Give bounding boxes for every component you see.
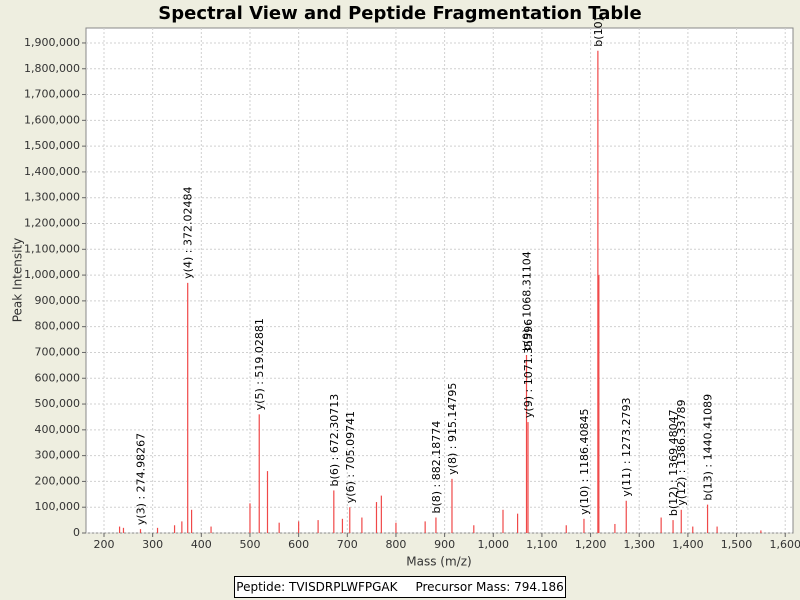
y-tick-label: 1,600,000 <box>24 113 80 126</box>
y-tick-label: 400,000 <box>35 423 81 436</box>
y-tick-label: 200,000 <box>35 474 81 487</box>
y-tick-label: 500,000 <box>35 397 81 410</box>
y-axis-label: Peak Intensity <box>11 238 25 323</box>
y-tick-label: 1,700,000 <box>24 88 80 101</box>
x-tick-label: 800 <box>385 538 406 551</box>
peptide: Peptide: TVISDRPLWFPGAK <box>236 580 398 594</box>
x-tick-label: 1,600 <box>769 538 800 551</box>
y-tick-label: 1,900,000 <box>24 36 80 49</box>
y-tick-label: 1,300,000 <box>24 191 80 204</box>
x-tick-label: 1,100 <box>526 538 558 551</box>
y-tick-label: 800,000 <box>35 320 81 333</box>
peak-label: b(13) : 1440.41089 <box>702 394 715 501</box>
peak-label: y(8) : 915.14795 <box>446 383 459 475</box>
plot-area <box>85 27 794 534</box>
y-tick-label: 0 <box>73 526 80 539</box>
peak-label: y(9) : 1071.35596 <box>522 319 535 418</box>
x-tick-label: 500 <box>239 538 260 551</box>
y-tick-label: 700,000 <box>35 345 81 358</box>
y-tick-label: 1,200,000 <box>24 217 80 230</box>
x-tick-label: 1,000 <box>478 538 510 551</box>
y-tick-label: 300,000 <box>35 449 81 462</box>
peak-label: b(8) : 882.18774 <box>430 421 443 514</box>
y-tick-label: 600,000 <box>35 371 81 384</box>
x-tick-label: 600 <box>288 538 309 551</box>
peak-label: y(4) : 372.02484 <box>182 187 195 279</box>
y-tick-label: 1,800,000 <box>24 62 80 75</box>
peak-label: b(6) : 672.30713 <box>328 394 341 487</box>
x-tick-label: 200 <box>94 538 115 551</box>
y-tick-label: 1,100,000 <box>24 242 80 255</box>
y-tick-label: 1,000,000 <box>24 268 80 281</box>
x-tick-label: 300 <box>142 538 163 551</box>
x-tick-label: 400 <box>191 538 212 551</box>
peak-label: y(12) : 1386.33789 <box>675 400 688 506</box>
y-tick-label: 100,000 <box>35 500 81 513</box>
legend-box: Peptide: TVISDRPLWFPGAK Precursor Mass: … <box>234 576 566 598</box>
x-tick-label: 1,400 <box>672 538 704 551</box>
peak-label: b(12) : 1369.48047 <box>667 409 680 516</box>
peak-label: y(10) : 1186.40845 <box>578 409 591 515</box>
x-tick-label: 1,300 <box>623 538 655 551</box>
x-tick-label: 700 <box>337 538 358 551</box>
peak-label: b(10) <box>592 17 605 47</box>
peak-label: y(5) : 519.02881 <box>253 318 266 410</box>
x-tick-label: 1,500 <box>721 538 753 551</box>
x-axis-label: Mass (m/z) <box>406 555 471 569</box>
y-tick-label: 900,000 <box>35 294 81 307</box>
chart: Spectral View and Peptide Fragmentation … <box>11 3 800 569</box>
peak-label: y(3) : 274.98267 <box>134 433 147 525</box>
peak-label: b(9) : 1068.31104 <box>521 251 534 351</box>
x-tick-label: 900 <box>434 538 455 551</box>
chart-title: Spectral View and Peptide Fragmentation … <box>158 3 641 24</box>
x-tick-label: 1,200 <box>575 538 607 551</box>
precursor-mass: Precursor Mass: 794.186 <box>415 580 564 594</box>
peak-label: y(6) : 705.09741 <box>344 411 357 503</box>
y-tick-label: 1,500,000 <box>24 139 80 152</box>
peak-label: y(11) : 1273.2793 <box>620 397 633 496</box>
y-tick-label: 1,400,000 <box>24 165 80 178</box>
